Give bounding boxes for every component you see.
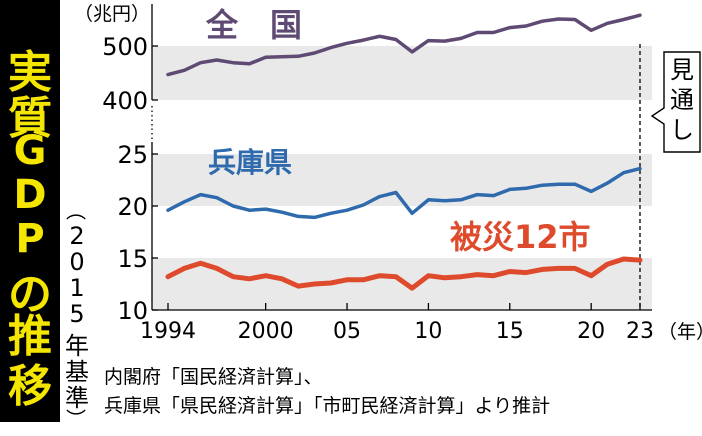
- x-tick-label: 2000: [238, 319, 294, 344]
- hyogo-line: [166, 166, 642, 220]
- y-tick-label: 500: [102, 33, 148, 61]
- x-tick-label: 1994: [140, 319, 196, 344]
- title-char: 推: [8, 311, 52, 362]
- subtitle-char: 準: [65, 384, 89, 412]
- title-char: P: [15, 216, 45, 262]
- subtitle-char: 基: [65, 358, 89, 386]
- subtitle-char: 0: [69, 248, 85, 276]
- subtitle-char: 年: [65, 332, 89, 360]
- band-top: [152, 46, 652, 100]
- zenkoku-line: [166, 13, 642, 77]
- y-tick-label: 400: [102, 87, 148, 115]
- x-tick-label: 10: [414, 319, 442, 344]
- forecast-label-char: 見: [670, 56, 694, 84]
- y-tick-label: 25: [117, 141, 148, 169]
- source-line-1: 内閣府「国民経済計算」、: [104, 366, 323, 388]
- series-label-hisai: 被災12市: [450, 218, 591, 256]
- title-char: 移: [8, 361, 52, 412]
- series-label-hyogo: 兵庫県: [208, 146, 292, 179]
- title-bar: [0, 0, 60, 422]
- gdp-chart: 400 500 10 15 20 25 （兆円） 1994 2000 05 10 15 20 23（年） 見…: [74, 3, 702, 344]
- x-tick-label: 23: [626, 319, 654, 344]
- x-tick-label: 15: [496, 319, 524, 344]
- title-char: の: [8, 269, 52, 320]
- subtitle-char: 2: [69, 222, 85, 250]
- subtitle-char: 1: [69, 274, 85, 302]
- title-char: G: [13, 128, 47, 174]
- forecast-label-char: し: [670, 116, 694, 144]
- series-label-zenkoku: 全 国: [205, 6, 302, 44]
- forecast-label-char: 通: [670, 86, 694, 114]
- x-tick-label: 20: [577, 319, 605, 344]
- source-line-2: 兵庫県「県民経済計算」「市町民経済計算」より推計: [104, 395, 551, 417]
- x-unit-label: （年）: [658, 321, 702, 343]
- title-char: D: [13, 172, 47, 218]
- title-char: 質: [8, 93, 52, 144]
- title-char: 実: [8, 47, 52, 98]
- x-tick-label: 05: [333, 319, 361, 344]
- y-unit-label: （兆円）: [74, 3, 150, 25]
- band-upper: [152, 154, 652, 206]
- forecast-callout: [650, 51, 701, 153]
- y-tick-label: 15: [117, 245, 148, 273]
- y-tick-label: 20: [117, 193, 148, 221]
- y-tick-label: 10: [117, 297, 148, 325]
- hisai-line: [165, 256, 643, 291]
- subtitle-char: 5: [69, 300, 85, 328]
